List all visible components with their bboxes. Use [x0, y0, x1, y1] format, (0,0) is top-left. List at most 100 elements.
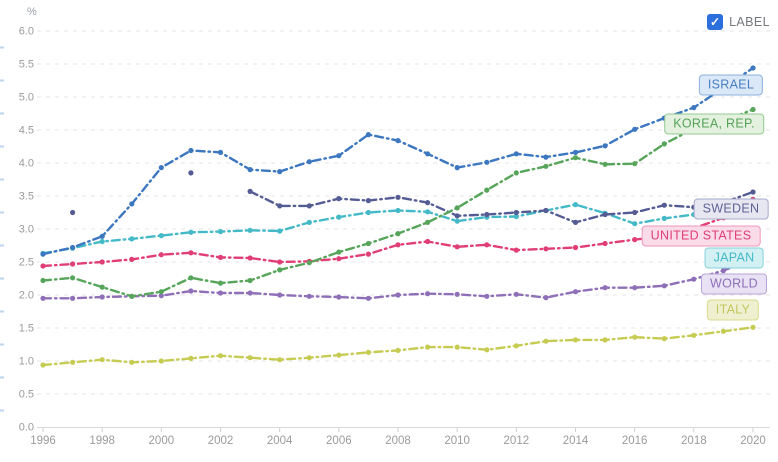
data-point-japan[interactable] [336, 214, 342, 220]
data-point-italy[interactable] [513, 343, 519, 349]
data-point-sweden[interactable] [425, 200, 431, 206]
data-point-japan[interactable] [425, 209, 431, 215]
data-point-korea-rep[interactable] [99, 284, 105, 290]
series-line-japan[interactable] [40, 202, 756, 256]
data-point-korea-rep[interactable] [217, 280, 224, 286]
data-point-united-states[interactable] [188, 250, 194, 256]
data-point-united-states[interactable] [99, 259, 105, 265]
data-point-italy[interactable] [632, 334, 638, 340]
data-point-world[interactable] [158, 293, 164, 299]
data-point-united-states[interactable] [395, 242, 401, 248]
series-line-italy[interactable] [40, 324, 756, 368]
data-point-israel[interactable] [691, 105, 697, 111]
data-point-korea-rep[interactable] [513, 170, 519, 176]
data-point-world[interactable] [484, 293, 490, 299]
data-point-world[interactable] [70, 295, 76, 301]
data-point-japan[interactable] [129, 236, 135, 242]
data-point-israel[interactable] [129, 201, 135, 207]
data-point-italy[interactable] [425, 344, 431, 350]
data-point-world[interactable] [425, 291, 431, 297]
data-point-sweden[interactable] [247, 188, 253, 194]
data-point-united-states[interactable] [572, 244, 579, 251]
data-point-japan[interactable] [247, 227, 253, 233]
data-point-united-states[interactable] [129, 256, 135, 262]
series-line-korea-rep[interactable] [40, 106, 756, 299]
data-point-korea-rep[interactable] [336, 249, 342, 255]
data-point-japan[interactable] [513, 213, 519, 220]
data-point-italy[interactable] [602, 337, 608, 343]
series-path-korea-rep[interactable] [41, 108, 755, 298]
data-point-israel[interactable] [336, 153, 342, 159]
data-point-japan[interactable] [632, 221, 638, 227]
data-point-italy[interactable] [484, 347, 490, 353]
data-point-korea-rep[interactable] [632, 161, 638, 167]
data-point-sweden[interactable] [70, 209, 76, 216]
data-point-world[interactable] [602, 285, 608, 291]
label-toggle[interactable]: ✓ LABEL [707, 14, 770, 30]
data-point-sweden[interactable] [365, 198, 371, 204]
data-point-israel[interactable] [543, 154, 549, 160]
data-point-sweden[interactable] [454, 213, 460, 219]
data-point-italy[interactable] [277, 357, 283, 363]
data-point-italy[interactable] [158, 358, 164, 364]
data-point-united-states[interactable] [336, 256, 342, 262]
data-point-israel[interactable] [158, 165, 164, 171]
series-path-sweden[interactable] [248, 190, 755, 224]
data-point-italy[interactable] [247, 355, 253, 361]
data-point-world[interactable] [247, 290, 253, 296]
data-point-israel[interactable] [572, 149, 579, 155]
data-point-world[interactable] [661, 283, 667, 289]
data-point-korea-rep[interactable] [188, 275, 194, 281]
data-point-korea-rep[interactable] [247, 277, 253, 284]
data-point-world[interactable] [217, 290, 224, 296]
data-point-world[interactable] [513, 291, 519, 297]
data-point-sweden[interactable] [572, 219, 579, 225]
series-line-united-states[interactable] [40, 196, 756, 269]
label-checkbox-icon[interactable]: ✓ [707, 14, 724, 30]
data-point-korea-rep[interactable] [40, 277, 46, 284]
data-point-sweden[interactable] [188, 170, 194, 176]
data-point-korea-rep[interactable] [602, 161, 608, 167]
data-point-world[interactable] [572, 289, 579, 295]
data-point-sweden[interactable] [750, 189, 756, 195]
data-point-korea-rep[interactable] [395, 231, 401, 237]
data-point-korea-rep[interactable] [277, 267, 283, 273]
data-point-korea-rep[interactable] [454, 205, 460, 211]
data-point-world[interactable] [277, 292, 283, 298]
data-point-sweden[interactable] [632, 209, 638, 216]
data-point-korea-rep[interactable] [129, 293, 135, 299]
data-point-united-states[interactable] [277, 259, 283, 265]
data-point-united-states[interactable] [365, 251, 371, 257]
data-point-united-states[interactable] [247, 255, 253, 261]
data-point-united-states[interactable] [543, 246, 549, 252]
data-point-italy[interactable] [129, 359, 135, 365]
data-point-italy[interactable] [40, 362, 46, 368]
data-point-japan[interactable] [217, 229, 224, 235]
data-point-korea-rep[interactable] [750, 106, 756, 113]
data-point-israel[interactable] [484, 159, 490, 165]
data-point-united-states[interactable] [40, 263, 46, 269]
data-point-world[interactable] [365, 295, 371, 301]
data-point-world[interactable] [306, 293, 312, 299]
data-point-japan[interactable] [661, 215, 667, 221]
data-point-united-states[interactable] [484, 242, 490, 248]
data-point-israel[interactable] [365, 132, 371, 138]
series-path-italy[interactable] [41, 326, 755, 367]
data-point-japan[interactable] [395, 207, 401, 214]
data-point-united-states[interactable] [454, 244, 460, 250]
data-point-japan[interactable] [306, 219, 312, 225]
data-point-israel[interactable] [217, 149, 224, 155]
data-point-sweden[interactable] [306, 203, 312, 209]
data-point-sweden[interactable] [277, 203, 283, 209]
data-point-israel[interactable] [40, 251, 46, 257]
data-point-japan[interactable] [365, 209, 371, 216]
data-point-world[interactable] [691, 276, 697, 282]
data-point-world[interactable] [188, 288, 194, 294]
data-point-united-states[interactable] [70, 261, 76, 267]
data-point-united-states[interactable] [217, 254, 224, 260]
data-point-italy[interactable] [454, 344, 460, 350]
data-point-united-states[interactable] [425, 238, 431, 245]
data-point-israel[interactable] [513, 151, 519, 157]
data-point-italy[interactable] [543, 338, 549, 344]
